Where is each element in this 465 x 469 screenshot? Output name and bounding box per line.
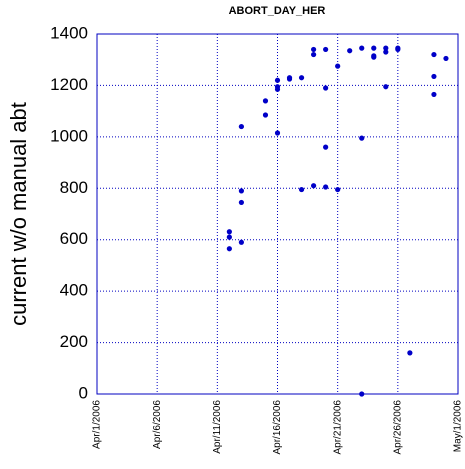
point xyxy=(238,188,244,194)
point xyxy=(298,186,305,193)
point xyxy=(371,54,377,60)
x-tick-label: Apr/1/2006 xyxy=(92,400,103,449)
point xyxy=(323,85,329,91)
point xyxy=(238,239,244,245)
y-axis-title: current w/o manual abt xyxy=(6,102,31,326)
x-tick-label: Apr/16/2006 xyxy=(272,400,283,455)
point xyxy=(238,123,244,130)
x-tick-label: May/1/2006 xyxy=(453,400,464,453)
point xyxy=(311,46,317,53)
point xyxy=(323,184,329,190)
y-tick-label: 0 xyxy=(79,383,88,402)
point xyxy=(395,46,401,53)
point xyxy=(371,45,377,51)
point xyxy=(383,45,389,51)
y-tick-label: 1000 xyxy=(50,126,88,145)
point xyxy=(431,73,437,80)
x-tick-label: Apr/26/2006 xyxy=(392,400,403,455)
point xyxy=(407,350,413,356)
point xyxy=(347,48,353,54)
point xyxy=(311,51,317,58)
point xyxy=(359,45,365,51)
point xyxy=(274,86,281,92)
point xyxy=(262,112,269,118)
y-tick-label: 800 xyxy=(60,178,88,197)
point xyxy=(262,98,269,104)
y-tick-label: 1200 xyxy=(50,75,88,94)
point xyxy=(335,186,341,193)
point xyxy=(226,234,232,240)
point xyxy=(431,91,437,98)
point xyxy=(359,391,365,397)
point xyxy=(443,55,449,62)
y-tick-label: 1400 xyxy=(50,23,88,42)
y-tick-label: 200 xyxy=(60,332,88,351)
x-tick-label: Apr/21/2006 xyxy=(332,400,343,455)
point xyxy=(274,77,281,83)
point xyxy=(226,229,232,235)
point xyxy=(383,49,389,55)
point xyxy=(359,135,365,141)
point xyxy=(226,246,232,252)
y-tick-label: 600 xyxy=(60,229,88,248)
point xyxy=(274,130,281,136)
point xyxy=(323,144,329,150)
point xyxy=(311,183,317,189)
point xyxy=(335,63,341,69)
point xyxy=(238,199,244,206)
x-tick-label: Apr/6/2006 xyxy=(152,400,163,449)
point xyxy=(298,75,305,81)
y-tick-label: 400 xyxy=(60,281,88,300)
chart-title: ABORT_DAY_HER xyxy=(229,5,326,17)
point xyxy=(383,84,389,90)
x-tick-label: Apr/11/2006 xyxy=(212,400,223,454)
point xyxy=(323,46,329,53)
point xyxy=(431,51,437,58)
point xyxy=(286,76,293,82)
